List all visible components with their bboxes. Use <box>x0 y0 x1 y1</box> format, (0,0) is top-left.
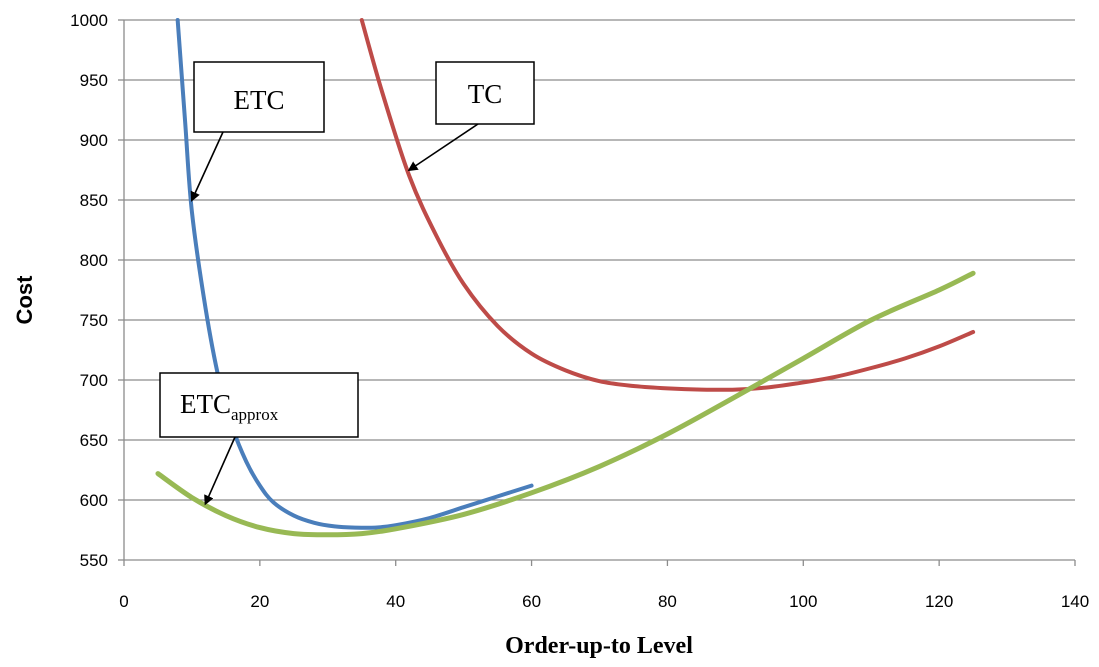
callout-box <box>159 372 359 438</box>
y-tick-label-750: 750 <box>80 311 108 330</box>
series-line-etc <box>175 18 534 530</box>
callout-label: ETCapprox <box>180 389 279 424</box>
y-tick-label-550: 550 <box>80 551 108 570</box>
callout-arrow <box>204 436 236 506</box>
series-lines <box>155 18 976 538</box>
axes: 550 600 650 700 750 800 850 900 950 1000 0 20 40 60 80… <box>70 11 1089 611</box>
callout-box <box>193 61 325 133</box>
y-tick-label-900: 900 <box>80 131 108 150</box>
callout-etc: ETC <box>190 61 325 202</box>
x-tick-label-40: 40 <box>386 592 405 611</box>
callout-label: ETC <box>234 85 285 115</box>
x-tick-label-100: 100 <box>789 592 817 611</box>
y-tick-label-650: 650 <box>80 431 108 450</box>
y-tick-label-950: 950 <box>80 71 108 90</box>
callout-box <box>435 61 535 125</box>
x-tick-label-120: 120 <box>925 592 953 611</box>
x-tick-label-20: 20 <box>250 592 269 611</box>
callout-arrow <box>407 123 479 172</box>
x-tick-label-80: 80 <box>658 592 677 611</box>
series-line-tc <box>359 18 976 392</box>
y-tick-label-700: 700 <box>80 371 108 390</box>
x-axis-label: Order-up-to Level <box>505 633 693 659</box>
callout-etcapprox: ETCapprox <box>159 372 359 506</box>
callout-tc: TC <box>407 61 535 172</box>
series-line-etcapprox <box>155 270 976 538</box>
callout-arrow <box>190 131 224 202</box>
y-tick-label-800: 800 <box>80 251 108 270</box>
x-tick-label-0: 0 <box>119 592 128 611</box>
y-tick-label-850: 850 <box>80 191 108 210</box>
callout-label: TC <box>468 79 503 109</box>
y-tick-label-600: 600 <box>80 491 108 510</box>
x-tick-label-140: 140 <box>1061 592 1089 611</box>
y-axis-label: Cost <box>12 275 37 325</box>
y-tick-label-1000: 1000 <box>70 11 108 30</box>
x-tick-label-60: 60 <box>522 592 541 611</box>
callouts: ETC TC ETCapprox <box>159 61 535 506</box>
